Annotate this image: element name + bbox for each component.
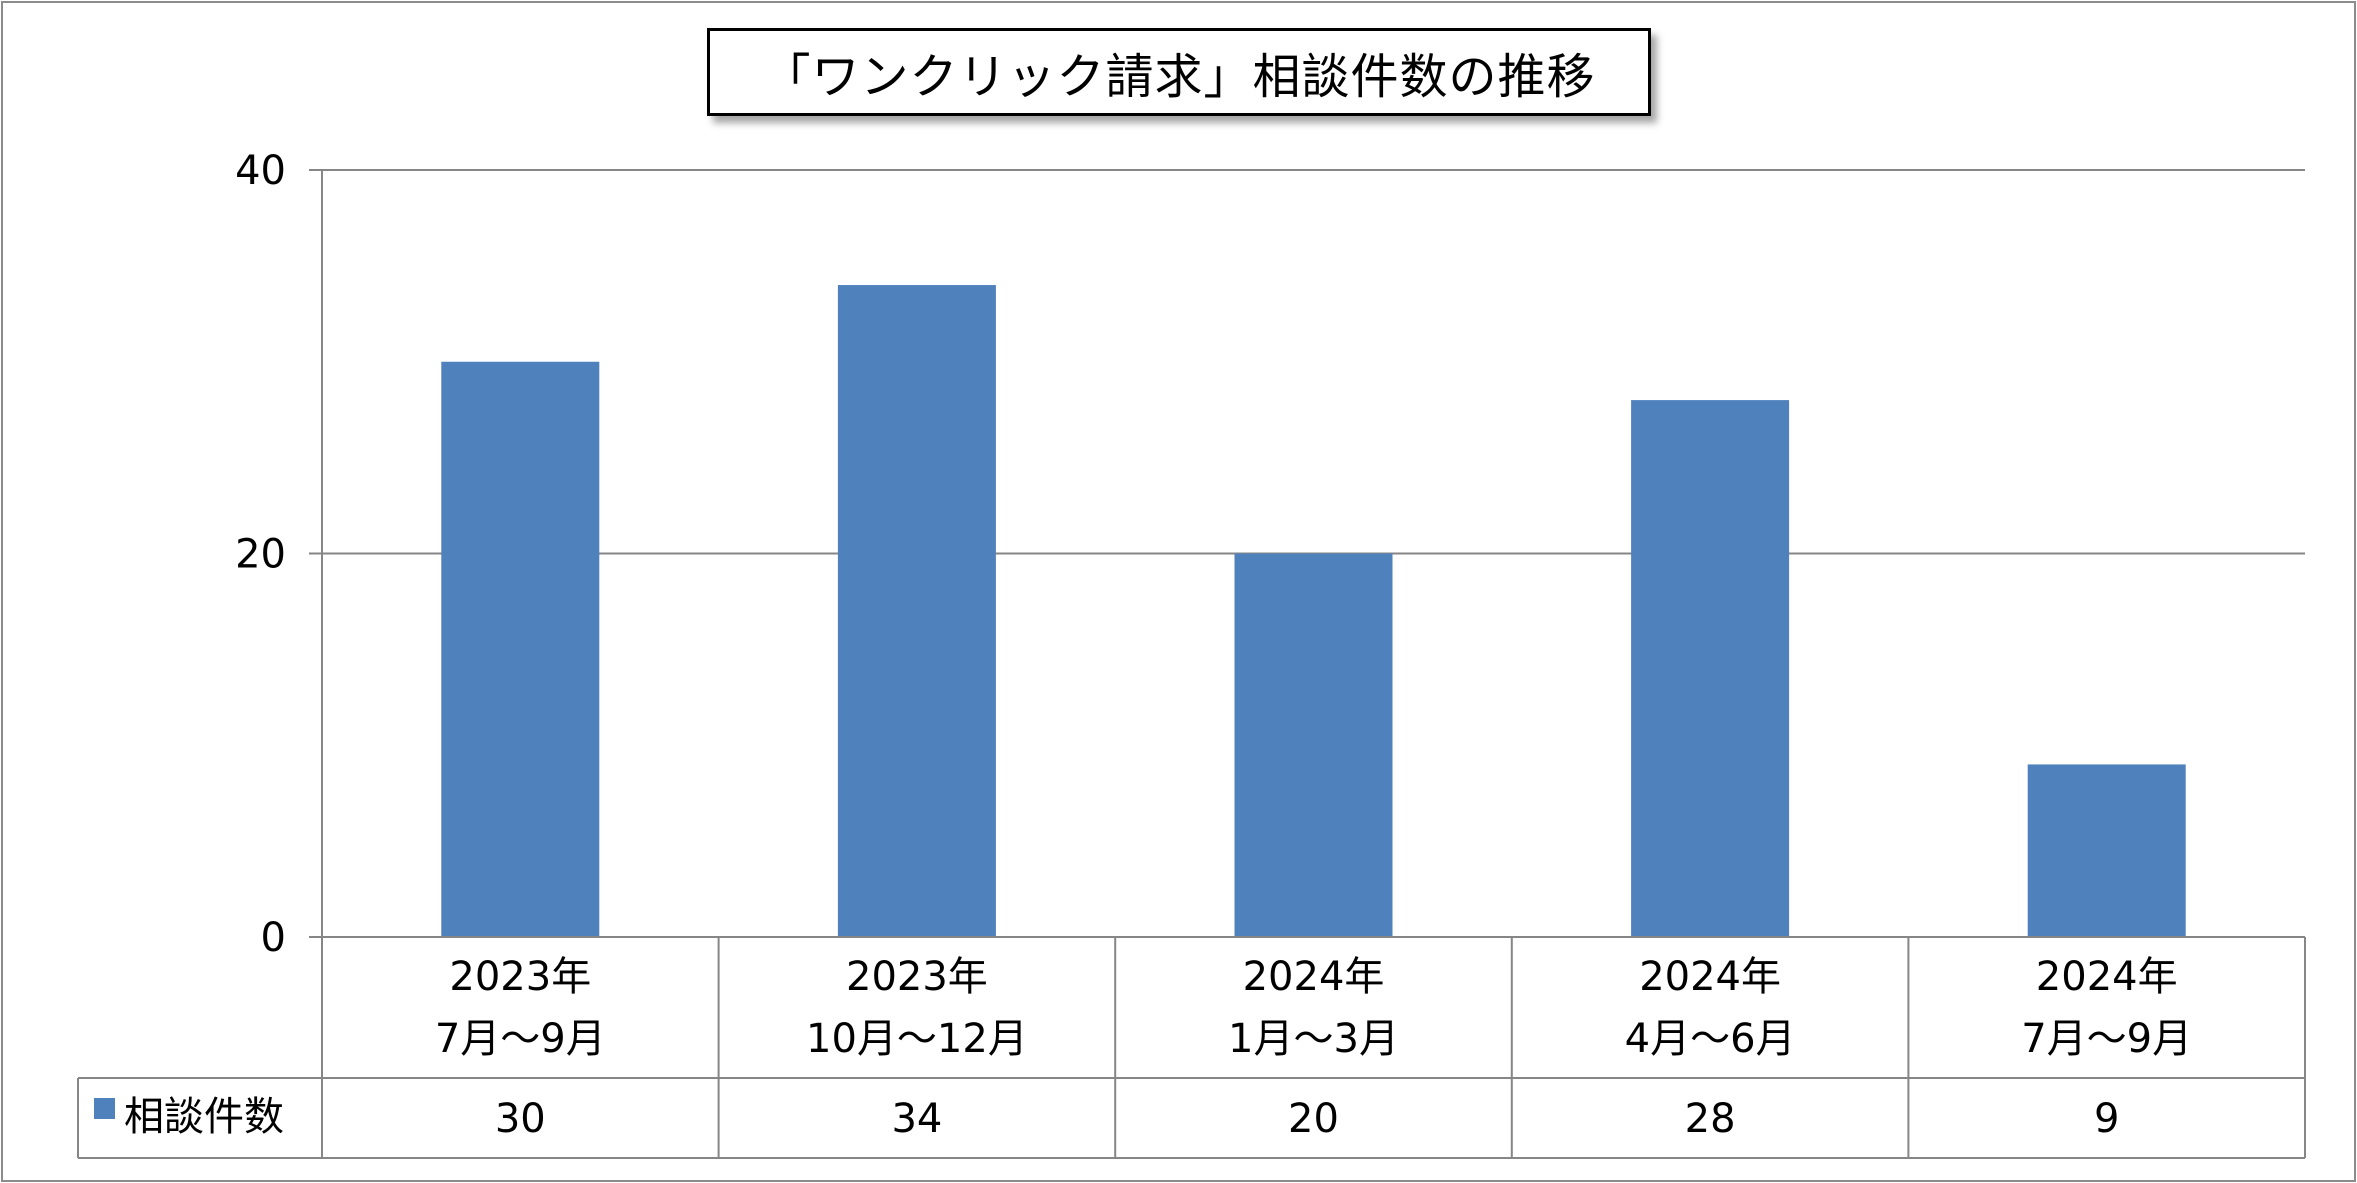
y-tick-label: 40	[235, 148, 286, 194]
legend-swatch	[94, 1098, 115, 1119]
x-tick-label: 2023年	[846, 954, 988, 1000]
bars	[441, 285, 2186, 938]
chart-title: 「ワンクリック請求」相談件数の推移	[707, 28, 1651, 116]
x-tick-label: 7月～9月	[435, 1016, 606, 1062]
data-label: 34	[891, 1096, 942, 1142]
bar	[1234, 553, 1393, 937]
x-tick-label: 2024年	[2036, 954, 2178, 1000]
y-tick-label: 20	[235, 532, 286, 578]
x-tick-label: 2023年	[449, 954, 591, 1000]
data-label: 28	[1685, 1096, 1736, 1142]
bar	[837, 285, 996, 937]
data-label: 20	[1288, 1096, 1339, 1142]
legend-label: 相談件数	[124, 1094, 284, 1140]
y-tick-label: 0	[261, 915, 286, 961]
bar	[1631, 400, 1790, 938]
x-tick-label: 2024年	[1243, 954, 1385, 1000]
bar	[2027, 764, 2186, 937]
x-tick-label: 4月～6月	[1625, 1016, 1796, 1062]
y-axis: 0 20 40	[235, 148, 323, 1158]
data-table: 2023年 7月～9月 2023年 10月～12月 2024年 1月～3月 2024年 4月～…	[77, 936, 2306, 1159]
x-tick-label: 2024年	[1639, 954, 1781, 1000]
x-tick-label: 1月～3月	[1228, 1016, 1399, 1062]
data-label: 9	[2094, 1096, 2119, 1142]
x-tick-label: 7月～9月	[2021, 1016, 2192, 1062]
bar	[441, 361, 600, 937]
x-tick-label: 10月～12月	[806, 1016, 1028, 1062]
data-label: 30	[495, 1096, 546, 1142]
